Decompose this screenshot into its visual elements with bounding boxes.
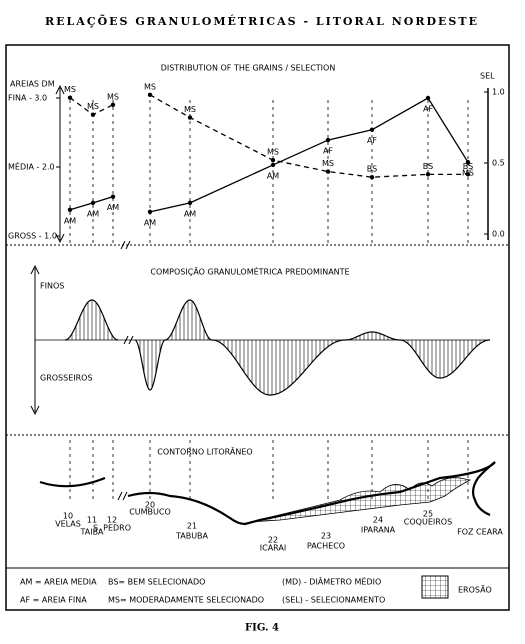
point — [425, 172, 431, 177]
chart-title: DISTRIBUTION OF THE GRAINS / SELECTION — [161, 64, 336, 73]
point — [110, 194, 116, 199]
label: GROSSEIROS — [40, 374, 93, 383]
station-name: S. PEDRO — [93, 524, 131, 533]
panel-title: COMPOSIÇÃO GRANULOMÉTRICA PREDOMINANTE — [150, 266, 349, 277]
station-number: 25 — [423, 510, 433, 519]
point — [90, 200, 96, 206]
station-name: TAIBA — [79, 528, 104, 537]
station-number: 22 — [268, 536, 278, 545]
point — [67, 95, 73, 100]
point — [147, 92, 153, 98]
axis-break — [120, 240, 131, 250]
point-label: AM — [87, 209, 99, 218]
legend-text: EROSÃO — [458, 585, 492, 595]
point — [465, 172, 471, 177]
y-tick-label: MÉDIA - 2.0 — [8, 161, 55, 172]
station-name: FOZ CEARA — [457, 528, 503, 537]
legend-text: (SEL) - SELECIONAMENTO — [282, 596, 385, 605]
point — [67, 207, 73, 212]
label: FINOS — [40, 282, 64, 291]
station-number: 10 — [63, 512, 73, 521]
point — [270, 157, 276, 163]
point-label: MS — [64, 85, 76, 94]
point-label: MS — [267, 148, 279, 157]
station-name: VELAS — [55, 520, 81, 529]
point-label: BS — [367, 165, 377, 174]
point-label: AM — [64, 216, 76, 225]
station-name: CUMBUCO — [129, 508, 171, 517]
point-label: MS — [87, 102, 99, 111]
erosion-swatch — [421, 575, 449, 599]
point-label: AF — [423, 105, 433, 114]
legend-text: BS= BEM SELECIONADO — [108, 578, 205, 587]
point-label: AM — [267, 171, 279, 180]
erosion-area — [249, 477, 472, 523]
point-label: AM — [184, 209, 196, 218]
station-number: 21 — [187, 522, 197, 531]
station-number: 20 — [145, 501, 155, 510]
point-label: AM — [144, 218, 156, 227]
point — [187, 200, 193, 206]
point-label: AF — [323, 147, 333, 156]
panel-title: CONTORNO LITORÂNEO — [157, 446, 252, 457]
station-number: 23 — [321, 532, 331, 541]
frame — [5, 44, 510, 611]
point-label: MS — [322, 159, 334, 168]
point — [90, 112, 96, 117]
station-name: IPARANA — [361, 526, 396, 535]
y2-axis-label: SEL — [480, 72, 495, 81]
point-label: MS — [144, 82, 156, 91]
station-name: PACHECO — [307, 542, 345, 551]
point — [187, 115, 193, 120]
caption: FIG. 4 — [245, 623, 279, 634]
point-label: BS — [423, 162, 433, 171]
legend-text: AM = AREIA MEDIA — [20, 578, 97, 587]
axis-arrow — [55, 84, 65, 244]
legend-text: (MD) - DIÂMETRO MÉDIO — [282, 576, 381, 587]
point — [325, 169, 331, 174]
y-tick-label: FINA - 3.0 — [8, 94, 47, 103]
point-label: AM — [107, 203, 119, 212]
station-number: 12 — [107, 516, 117, 525]
axis-break — [117, 491, 128, 501]
title: RELAÇÕES GRANULOMÉTRICAS - LITORAL NORDE… — [45, 14, 479, 28]
point-label: MS — [107, 92, 119, 101]
point — [465, 159, 471, 165]
point — [369, 175, 375, 180]
point-label: AF — [367, 136, 377, 145]
point-label: BS — [463, 162, 473, 171]
legend-text: AF = AREIA FINA — [20, 596, 87, 605]
coastline — [39, 461, 496, 526]
y2-tick-label: 0.0 — [492, 230, 505, 239]
station-name: COQUEIROS — [404, 518, 452, 527]
composition-curve — [64, 299, 119, 341]
point — [270, 162, 276, 168]
point — [147, 209, 153, 215]
station-name: TABUBA — [175, 532, 209, 541]
point — [110, 102, 116, 107]
station-number: 11 — [87, 516, 97, 525]
station-number: 24 — [373, 516, 383, 525]
point — [369, 127, 375, 132]
legend-text: MS= MODERADAMENTE SELECIONADO — [108, 596, 264, 605]
station-name: ICARAI — [260, 544, 286, 553]
point — [325, 137, 331, 143]
composition-curve — [134, 299, 490, 396]
y-tick-label: GROSS - 1.0 — [8, 232, 57, 241]
y2-tick-label: 1.0 — [492, 88, 505, 97]
point-label: MS — [184, 105, 196, 114]
point — [425, 95, 431, 101]
y2-tick-label: 0.5 — [492, 159, 505, 168]
y-axis-label: AREIAS DM — [10, 80, 55, 89]
